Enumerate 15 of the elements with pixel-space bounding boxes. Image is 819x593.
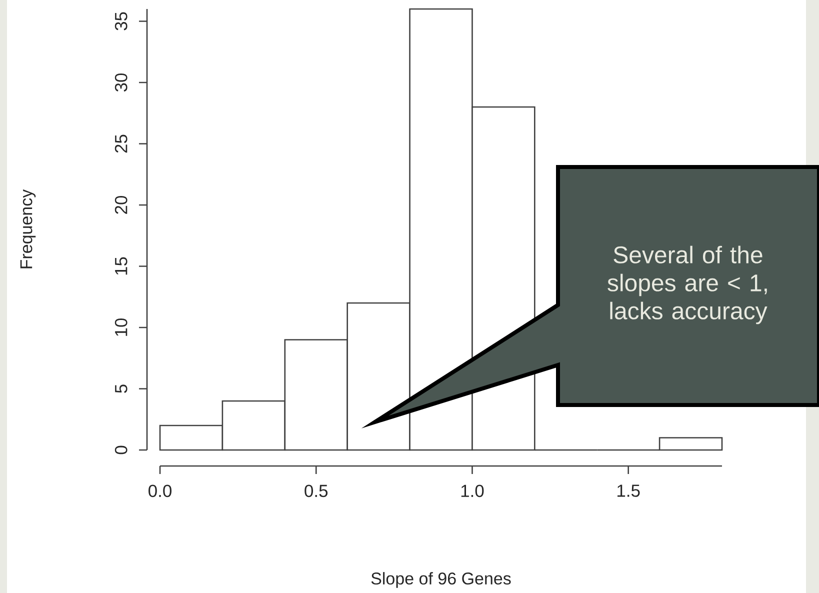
x-axis-title: Slope of 96 Genes (371, 572, 511, 588)
y-tick-label: 10 (114, 318, 128, 336)
annotation: Several of the slopes are < 1, lacks accuracy (608, 246, 768, 324)
y-axis-title: Frequency (20, 189, 36, 268)
x-tick-label: 0.5 (304, 484, 328, 498)
x-tick-label: 1.0 (461, 484, 484, 498)
y-tick-label: 25 (114, 134, 128, 153)
y-tick-label: 35 (114, 12, 128, 30)
y-tick-label: 30 (114, 73, 128, 92)
y-tick-label: 20 (114, 196, 128, 214)
x-tick-label: 1.5 (618, 484, 640, 497)
x-tick-label: 0.0 (148, 484, 172, 498)
y-tick-label: 5 (115, 384, 128, 393)
y-tick-label: 15 (115, 257, 128, 275)
y-tick-label: 0 (114, 446, 128, 454)
